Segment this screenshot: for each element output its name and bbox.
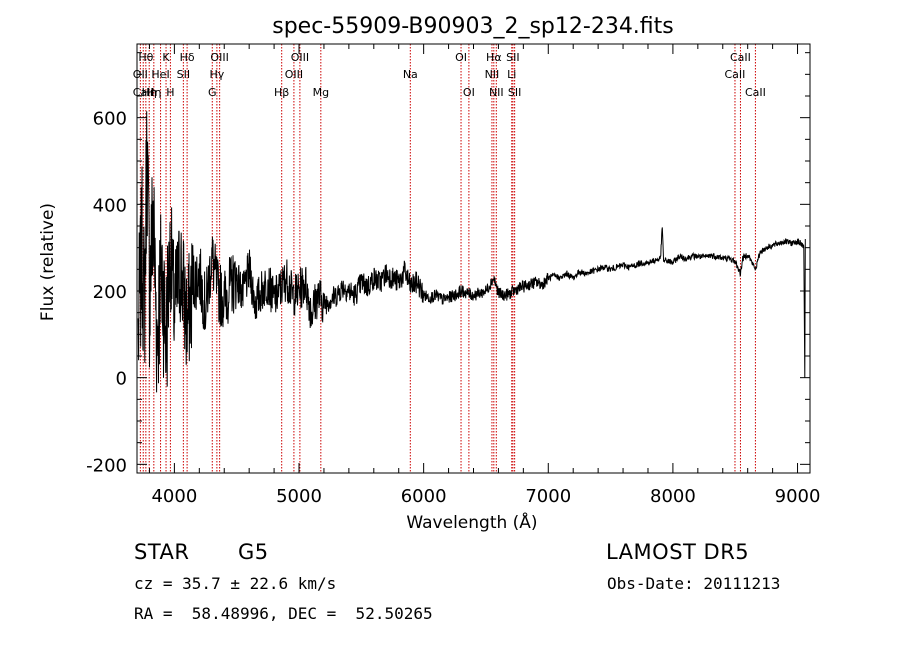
coordinates-text: RA = 58.48996, DEC = 52.50265 [134, 604, 433, 623]
line-label-SII: SII [506, 51, 519, 64]
y-tick-label: -200 [86, 455, 127, 476]
line-label-CaII: CaII [725, 68, 746, 81]
line-label-OI: OI [463, 86, 475, 99]
line-label-OIII: OIII [285, 68, 303, 81]
x-tick-label: 5000 [276, 486, 322, 507]
x-tick-label: 4000 [151, 486, 197, 507]
line-label-H: H [166, 86, 174, 99]
y-axis-label: Flux (relative) [38, 203, 58, 321]
line-label-Hγ: Hγ [209, 68, 224, 81]
line-label-OIII: OIII [210, 51, 228, 64]
line-label-G: G [208, 86, 217, 99]
line-label-NII: NII [489, 86, 504, 99]
line-label-Li: Li [507, 68, 516, 81]
line-label-Hβ: Hβ [274, 86, 289, 99]
line-label-K: K [162, 51, 170, 64]
line-label-CaII: CaII [745, 86, 766, 99]
line-label-OI: OI [455, 51, 467, 64]
x-axis-label: Wavelength (Å) [406, 511, 537, 533]
spectrum-series-line [137, 111, 806, 393]
y-tick-label: 600 [93, 109, 127, 130]
x-tick-label: 8000 [650, 486, 696, 507]
line-label-Hθ: Hθ [138, 51, 153, 64]
survey-name: LAMOST DR5 [606, 540, 750, 564]
line-label-Hδ: Hδ [180, 51, 195, 64]
object-subclass: G5 [238, 540, 269, 564]
axis-ticks: 4000 5000 6000 7000 8000 9000 -200 0 200 400 600 [86, 44, 820, 507]
line-label-Hη: Hη [142, 86, 157, 99]
chart-title: spec-55909-B90903_2_sp12-234.fits [272, 14, 674, 39]
x-tick-label: 6000 [401, 486, 447, 507]
line-label-Mg: Mg [313, 86, 329, 99]
line-label-Hη: Hη [146, 86, 161, 99]
x-tick-label: 7000 [525, 486, 571, 507]
y-tick-label: 400 [93, 195, 127, 216]
obs-date-text: Obs-Date: 20111213 [607, 574, 781, 593]
line-label-SII: SII [508, 86, 521, 99]
line-label-NII: NII [485, 68, 500, 81]
y-tick-label: 0 [116, 369, 127, 390]
line-label-HeI: HeI [151, 68, 169, 81]
line-label-OIII: OIII [291, 51, 309, 64]
y-tick-label: 200 [93, 282, 127, 303]
line-label-Na: Na [403, 68, 418, 81]
redshift-text: cz = 35.7 ± 22.6 km/s [134, 574, 337, 593]
x-tick-label: 9000 [775, 486, 821, 507]
line-label-SII: SII [177, 68, 190, 81]
line-label-CaII: CaII [730, 51, 751, 64]
line-label-Hα: Hα [486, 51, 502, 64]
object-class: STAR [134, 540, 190, 564]
